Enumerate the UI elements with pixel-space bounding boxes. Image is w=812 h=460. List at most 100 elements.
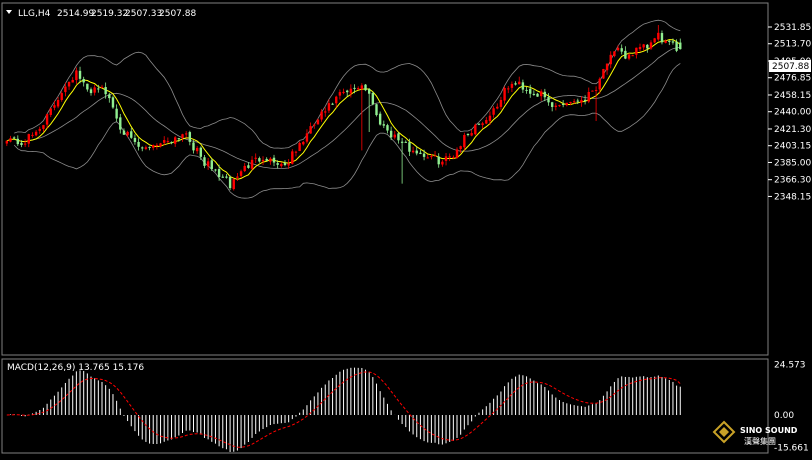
candle-body xyxy=(583,99,587,102)
candle-body xyxy=(217,169,221,178)
candle xyxy=(598,77,601,94)
candle xyxy=(415,146,418,156)
candle-body xyxy=(496,106,499,109)
candle xyxy=(375,103,378,117)
candle xyxy=(261,156,265,166)
candle xyxy=(173,136,177,147)
price-tick-label: 2531.85 xyxy=(774,23,811,33)
candle xyxy=(276,160,279,169)
candle xyxy=(93,84,96,96)
candle xyxy=(152,144,155,151)
candle-body xyxy=(342,91,345,94)
candle xyxy=(302,140,305,146)
candle-body xyxy=(305,133,309,142)
candle-body xyxy=(529,88,532,94)
candle xyxy=(569,101,572,106)
candle xyxy=(532,90,536,96)
candle-body xyxy=(42,125,45,129)
candle xyxy=(181,133,184,142)
dropdown-arrow-icon[interactable] xyxy=(6,10,12,14)
candle-body xyxy=(349,88,353,94)
candle-body xyxy=(67,81,71,87)
candle xyxy=(27,133,30,148)
candle-body xyxy=(422,153,426,157)
candle-body xyxy=(34,131,38,136)
candle xyxy=(400,137,404,184)
candle-body xyxy=(64,86,67,93)
candle-body xyxy=(459,146,462,149)
candle xyxy=(364,84,367,92)
candle-body xyxy=(371,92,375,105)
candle xyxy=(389,126,393,141)
candle xyxy=(49,108,52,118)
candle xyxy=(298,141,301,152)
candle-body xyxy=(294,151,298,153)
candle-body xyxy=(679,42,682,50)
candle-body xyxy=(71,79,74,83)
candle-body xyxy=(265,158,268,161)
candle-body xyxy=(419,152,422,154)
candle-body xyxy=(613,51,616,57)
candle-body xyxy=(518,81,521,85)
candle-body xyxy=(82,78,85,83)
price-tick-label: 2348.15 xyxy=(774,192,811,202)
candle xyxy=(408,138,411,157)
candles xyxy=(5,25,682,191)
candle xyxy=(239,169,243,178)
candle xyxy=(386,123,389,134)
candle xyxy=(371,91,375,106)
candle xyxy=(444,152,448,166)
candle-body xyxy=(631,55,634,57)
candle-body xyxy=(386,125,389,131)
candle-body xyxy=(635,47,638,55)
candle-body xyxy=(430,156,433,158)
candle-body xyxy=(532,93,536,95)
candle-body xyxy=(12,137,16,139)
candle xyxy=(360,83,364,151)
candle xyxy=(195,146,199,154)
candle-body xyxy=(514,83,517,85)
candle xyxy=(236,173,239,182)
candle xyxy=(86,83,89,92)
candle xyxy=(265,157,268,162)
candle-body xyxy=(466,134,470,136)
candle xyxy=(558,104,561,107)
candle-body xyxy=(302,141,305,145)
candle xyxy=(521,79,525,94)
candle xyxy=(100,84,104,89)
candle xyxy=(419,149,422,155)
candle xyxy=(514,81,517,86)
candle xyxy=(539,89,543,101)
candle-body xyxy=(100,86,104,88)
bollinger-bands xyxy=(13,19,681,199)
candle-body xyxy=(481,123,484,126)
candle xyxy=(430,153,433,160)
candle-body xyxy=(115,108,118,119)
candle xyxy=(459,145,462,154)
candle-body xyxy=(624,50,627,59)
candle xyxy=(291,149,294,165)
candle-body xyxy=(609,54,612,65)
candle-body xyxy=(367,89,371,94)
candle-body xyxy=(122,130,126,135)
candle xyxy=(163,136,166,146)
candle xyxy=(474,123,477,136)
candle-body xyxy=(382,124,386,126)
candle xyxy=(97,84,100,93)
candle xyxy=(642,43,645,51)
candle-body xyxy=(53,105,56,108)
candle xyxy=(452,155,455,159)
candle xyxy=(646,44,649,53)
candle-body xyxy=(364,84,367,91)
candle xyxy=(510,81,514,93)
candle-body xyxy=(565,102,569,106)
candle xyxy=(60,91,63,102)
candle-body xyxy=(378,113,382,125)
candle-body xyxy=(638,47,642,50)
candle-body xyxy=(620,48,623,52)
macd-axis: 24.573 0.00 -15.661 xyxy=(774,360,809,453)
price-tick-label: 2366.30 xyxy=(774,176,811,186)
candle xyxy=(470,129,473,137)
candle-body xyxy=(269,158,272,162)
candle xyxy=(104,82,107,99)
